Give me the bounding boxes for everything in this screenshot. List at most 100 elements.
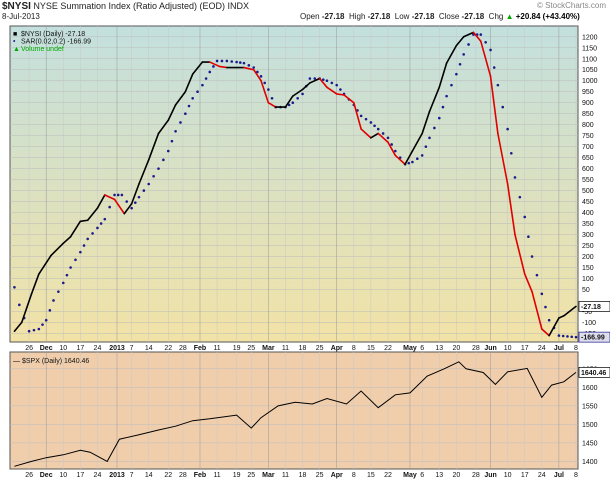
sar-dot [376,127,380,131]
symbol-label: $NYSI [2,1,31,12]
sar-dot [201,83,204,87]
sar-dot [267,88,270,91]
nysi-x-tick-label: 13 [435,345,443,352]
legend-entry: Volume undef [21,46,64,53]
nysi-x-tick-label: 15 [367,345,375,352]
sar-dot [386,136,390,140]
sar-dot [108,205,111,209]
chg-label: Chg [488,12,504,21]
low-label: Low [394,12,410,21]
nysi-line-segment [438,62,448,89]
nysi-line-segment [387,141,397,157]
sar-dot [79,250,82,254]
chg-arrow-icon: ▲ [505,12,514,21]
sar-dot [142,189,146,192]
nysi-legend: ■ $NYSI (Daily) -27.18 • SAR(0.02,0.2) -166… [13,31,91,53]
sar-dot [411,160,414,164]
nysi-y-tick-label: 850 [582,111,594,118]
nysi-x-tick-label: Jun [484,345,496,352]
sar-dot [37,327,41,331]
nysi-line-segment [243,66,255,71]
spx-x-tick-label: 11 [282,472,289,479]
spx-x-tick-label: 10 [504,472,512,479]
spx-y-tick-label: 1400 [582,459,598,466]
sar-dot [220,59,224,63]
nysi-line-segment [69,220,82,238]
sar-dot [301,92,304,96]
nysi-line-segment [208,61,221,68]
sar-dot [191,97,194,100]
sar-dot [41,323,44,326]
nysi-line-segment [558,315,565,319]
sar-dot [527,235,530,239]
high-value: -27.18 [367,12,391,21]
close-value: -27.18 [461,12,485,21]
sar-dot [547,318,551,322]
sar-dot [208,70,212,74]
sar-dot [561,334,565,338]
sar-dot [166,149,170,153]
nysi-line-segment [394,154,406,166]
spx-x-tick-label: 22 [384,472,392,479]
nysi-y-tick-label: 800 [582,122,594,129]
sar-dot [61,281,65,285]
nysi-line-segment [318,77,328,89]
nysi-line-segment [184,73,194,93]
sar-dot [252,66,256,69]
nysi-x-tick-label: 19 [233,345,241,352]
sar-dot [296,97,299,100]
sar-dot [566,335,569,338]
sar-dot [433,126,436,130]
nysi-y-tick-label: 1200 [582,34,598,41]
sar-dot [13,285,16,289]
exchange-label: INDX [227,1,250,11]
sar-dot [270,97,274,100]
nysi-line-segment [79,219,89,223]
nysi-x-tick-label: 24 [94,345,102,352]
sar-dot [152,175,155,178]
spx-x-tick-label: 19 [233,472,241,479]
nysi-line-segment [445,44,458,64]
nysi-line-segment [20,293,33,324]
sar-dot [445,94,448,98]
sar-dot [308,77,312,80]
sar-dot [339,88,342,91]
spx-x-tick-label: 17 [521,472,529,479]
sar-dot [242,61,246,65]
nysi-y-tick-label: 300 [582,232,594,239]
nysi-line-segment [260,79,270,104]
sar-dot [394,149,397,153]
nysi-last-value-tag-box [578,301,610,312]
spx-x-tick-label: 20 [452,472,460,479]
nysi-y-tick-label: 100 [582,276,594,283]
nysi-line-segment [284,95,294,108]
sar-dot [65,273,69,277]
nysi-x-tick-label: 14 [145,345,153,352]
sar-dot [574,335,578,339]
nysi-y-tick-label: 650 [582,155,594,162]
spx-x-tick-label: Feb [194,472,206,479]
chart-title: $NYSI NYSE Summation Index (Ratio Adjust… [2,1,249,12]
spx-x-tick-label: May [403,472,417,479]
sar-dot [238,61,242,64]
nysi-x-tick-label: 24 [538,345,546,352]
spx-x-tick-label: 25 [316,472,324,479]
nysi-line-segment [353,101,362,130]
sar-dot [69,266,72,269]
nysi-y-tick-label: 200 [582,254,594,261]
legend-swatch-icon: ■ [13,31,17,38]
nysi-line-segment [62,235,72,245]
nysi-x-tick-label: 26 [25,345,33,352]
spx-x-tick-label: 24 [538,472,546,479]
legend-entry: SAR(0.02,0.2) -166.99 [21,39,91,46]
sar-last-value-tag: -166.99 [581,335,605,342]
sar-dot [18,303,21,307]
sar-dot [557,334,561,337]
sar-dot [544,305,547,309]
nysi-line-segment [343,94,355,104]
spx-legend: — $SPX (Daily) 1640.46 [13,358,89,365]
sar-dot [424,145,428,148]
sar-dot [467,43,470,46]
nysi-line-segment [326,86,338,95]
